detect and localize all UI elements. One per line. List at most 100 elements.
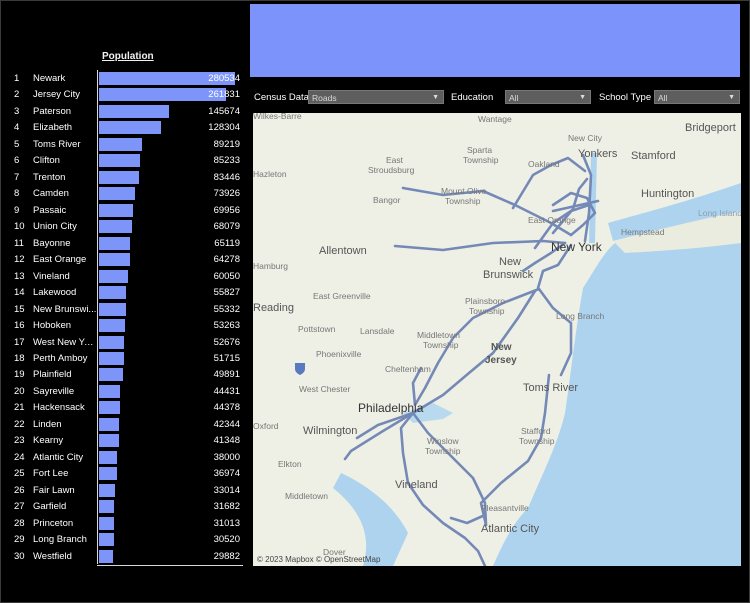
city-name: Perth Amboy <box>33 352 88 364</box>
list-item[interactable]: 16 Hoboken 53263 <box>8 317 244 334</box>
list-item[interactable]: 9 Passaic 69956 <box>8 201 244 219</box>
list-item[interactable]: 2 Jersey City 261831 <box>8 86 244 103</box>
rank-number: 27 <box>14 501 25 513</box>
school-type-select[interactable]: All ▼ <box>654 90 740 104</box>
population-bar-cell[interactable]: 44378 <box>97 399 244 416</box>
population-value: 261831 <box>208 89 240 101</box>
population-bar-cell[interactable]: 60050 <box>97 267 244 285</box>
census-data-label: Census Data <box>254 92 309 103</box>
list-item[interactable]: 15 New Brunswi... 55332 <box>8 300 244 318</box>
map-label: Brunswick <box>483 269 534 281</box>
population-bar <box>99 384 120 398</box>
map-label: Bridgeport <box>685 122 736 134</box>
list-item[interactable]: 27 Garfield 31682 <box>8 498 244 515</box>
city-name: Garfield <box>33 501 67 513</box>
list-item[interactable]: 17 West New Yo... 52676 <box>8 333 244 350</box>
map-label: New <box>499 256 521 268</box>
population-bar-cell[interactable]: 55332 <box>97 300 244 318</box>
population-value: 83446 <box>213 171 240 183</box>
rank-number: 16 <box>14 320 25 332</box>
list-item[interactable]: 11 Bayonne 65119 <box>8 234 244 252</box>
population-bar-cell[interactable]: 44431 <box>97 382 244 400</box>
population-bar-cell[interactable]: 31013 <box>97 514 244 532</box>
population-bar-cell[interactable]: 29882 <box>97 547 244 565</box>
list-item[interactable]: 6 Clifton 85233 <box>8 152 244 169</box>
map-label: East <box>386 155 404 165</box>
population-bar <box>99 269 128 283</box>
map-view[interactable]: Wilkes-Barre Wantage Bridgeport Sparta T… <box>253 113 741 566</box>
list-item[interactable]: 13 Vineland 60050 <box>8 267 244 285</box>
population-bar-cell[interactable]: 41348 <box>97 432 244 449</box>
list-item[interactable]: 30 Westfield 29882 <box>8 547 244 565</box>
population-bar-cell[interactable]: 51715 <box>97 349 244 367</box>
rank-number: 25 <box>14 468 25 480</box>
map-label: Township <box>423 340 459 350</box>
list-item[interactable]: 3 Paterson 145674 <box>8 102 244 120</box>
population-bar-cell[interactable]: 280534 <box>97 70 244 87</box>
list-item[interactable]: 25 Fort Lee 36974 <box>8 465 244 482</box>
list-item[interactable]: 22 Linden 42344 <box>8 415 244 433</box>
list-item[interactable]: 7 Trenton 83446 <box>8 168 244 186</box>
population-bar-cell[interactable]: 52676 <box>97 333 244 350</box>
population-bar-cell[interactable]: 68079 <box>97 218 244 235</box>
population-bar-cell[interactable]: 30520 <box>97 531 244 548</box>
population-bar-cell[interactable]: 53263 <box>97 317 244 334</box>
city-name: Atlantic City <box>33 451 84 463</box>
list-item[interactable]: 21 Hackensack 44378 <box>8 399 244 416</box>
map-label: New York <box>551 240 603 254</box>
population-bar-cell[interactable]: 31682 <box>97 498 244 515</box>
map-label: Allentown <box>319 245 367 257</box>
population-bar-cell[interactable]: 38000 <box>97 448 244 466</box>
population-bar-cell[interactable]: 85233 <box>97 152 244 169</box>
list-item[interactable]: 26 Fair Lawn 33014 <box>8 481 244 499</box>
population-value: 44378 <box>213 402 240 414</box>
population-bar-cell[interactable]: 55827 <box>97 284 244 301</box>
city-name: Passaic <box>33 204 67 216</box>
list-item[interactable]: 1 Newark 280534 <box>8 70 244 87</box>
population-bar-cell[interactable]: 83446 <box>97 168 244 186</box>
list-item[interactable]: 29 Long Branch 30520 <box>8 531 244 548</box>
map-attribution[interactable]: © 2023 Mapbox © OpenStreetMap <box>257 555 381 564</box>
population-bar <box>99 450 117 464</box>
rank-number: 14 <box>14 287 25 299</box>
list-item[interactable]: 23 Kearny 41348 <box>8 432 244 449</box>
population-bar-cell[interactable]: 36974 <box>97 465 244 482</box>
list-item[interactable]: 18 Perth Amboy 51715 <box>8 349 244 367</box>
map-canvas[interactable]: Wilkes-Barre Wantage Bridgeport Sparta T… <box>253 113 741 566</box>
list-item[interactable]: 8 Camden 73926 <box>8 185 244 202</box>
population-value: 69956 <box>213 204 240 216</box>
population-value: 33014 <box>213 484 240 496</box>
rank-number: 10 <box>14 221 25 233</box>
city-name: Toms River <box>33 138 81 150</box>
list-item[interactable]: 4 Elizabeth 128304 <box>8 119 244 136</box>
population-bar-cell[interactable]: 261831 <box>97 86 244 103</box>
list-item[interactable]: 14 Lakewood 55827 <box>8 284 244 301</box>
population-bar-cell[interactable]: 42344 <box>97 415 244 433</box>
population-bar-cell[interactable]: 64278 <box>97 251 244 268</box>
list-item[interactable]: 28 Princeton 31013 <box>8 514 244 532</box>
population-bar-cell[interactable]: 69956 <box>97 201 244 219</box>
population-bar-cell[interactable]: 49891 <box>97 366 244 383</box>
rank-number: 20 <box>14 385 25 397</box>
list-item[interactable]: 5 Toms River 89219 <box>8 135 244 153</box>
list-item[interactable]: 19 Plainfield 49891 <box>8 366 244 383</box>
population-bar-cell[interactable]: 73926 <box>97 185 244 202</box>
map-label: Atlantic City <box>481 523 540 535</box>
population-bar-cell[interactable]: 65119 <box>97 234 244 252</box>
list-item[interactable]: 12 East Orange 64278 <box>8 251 244 268</box>
list-item[interactable]: 24 Atlantic City 38000 <box>8 448 244 466</box>
list-item[interactable]: 10 Union City 68079 <box>8 218 244 235</box>
population-bar-cell[interactable]: 89219 <box>97 135 244 153</box>
population-bar-cell[interactable]: 33014 <box>97 481 244 499</box>
education-label: Education <box>451 92 494 103</box>
education-select[interactable]: All ▼ <box>505 90 591 104</box>
population-bar-cell[interactable]: 145674 <box>97 102 244 120</box>
population-bar-cell[interactable]: 128304 <box>97 119 244 136</box>
population-value: 89219 <box>213 138 240 150</box>
city-name: Westfield <box>33 550 72 562</box>
list-item[interactable]: 20 Sayreville 44431 <box>8 382 244 400</box>
census-data-select[interactable]: Roads ▼ <box>308 90 444 104</box>
population-value: 64278 <box>213 254 240 266</box>
population-value: 52676 <box>213 336 240 348</box>
population-header[interactable]: Population <box>102 51 154 62</box>
